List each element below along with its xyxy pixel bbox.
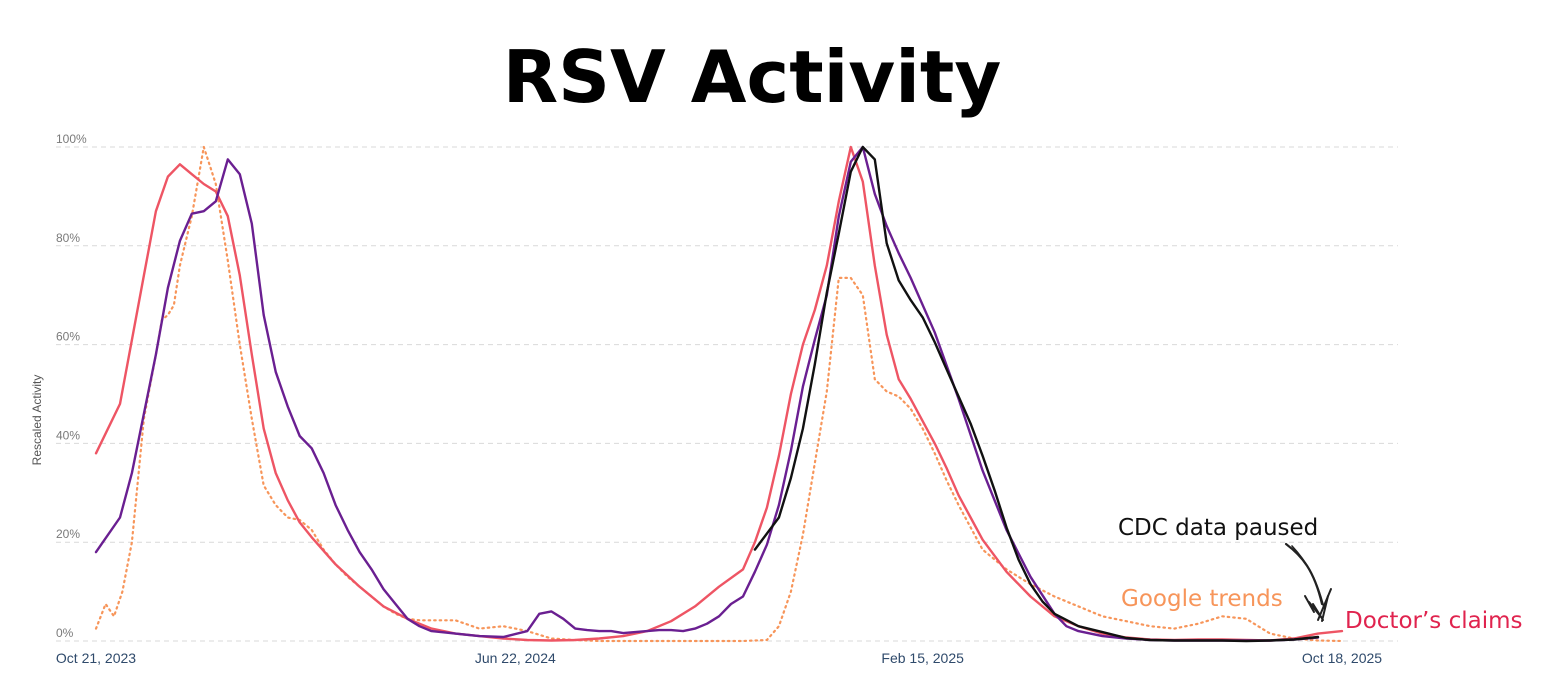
chart-title: RSV Activity [503,35,1002,119]
annotations: CDC data paused Google trends Doctor’s c… [1118,515,1523,634]
series-lines [94,145,1344,643]
series-line-purple-series [94,145,1320,642]
y-tick-label: 60% [56,330,80,344]
annotation-cdc-data-paused: CDC data paused [1118,515,1318,541]
series-line-google-trends [94,145,1344,643]
y-tick-labels: 0% 20% 40% 60% 80% 100% [56,132,87,640]
x-tick-label: Oct 18, 2025 [1302,650,1382,666]
y-tick-label: 100% [56,132,87,146]
x-tick-labels: Oct 21, 2023 Jun 22, 2024 Feb 15, 2025 Oct … [56,650,1382,666]
y-tick-label: 0% [56,626,74,640]
x-tick-label: Jun 22, 2024 [475,650,556,666]
y-tick-label: 40% [56,428,80,442]
annotation-doctors-claims: Doctor’s claims [1345,608,1523,634]
x-tick-label: Feb 15, 2025 [881,650,964,666]
series-line-cdc-data [753,145,1320,643]
x-tick-label: Oct 21, 2023 [56,650,136,666]
y-tick-label: 20% [56,527,80,541]
y-axis-label: Rescaled Activity [30,375,44,466]
annotation-google-trends: Google trends [1121,586,1283,612]
y-tick-label: 80% [56,231,80,245]
annotation-arrow [1284,542,1332,622]
